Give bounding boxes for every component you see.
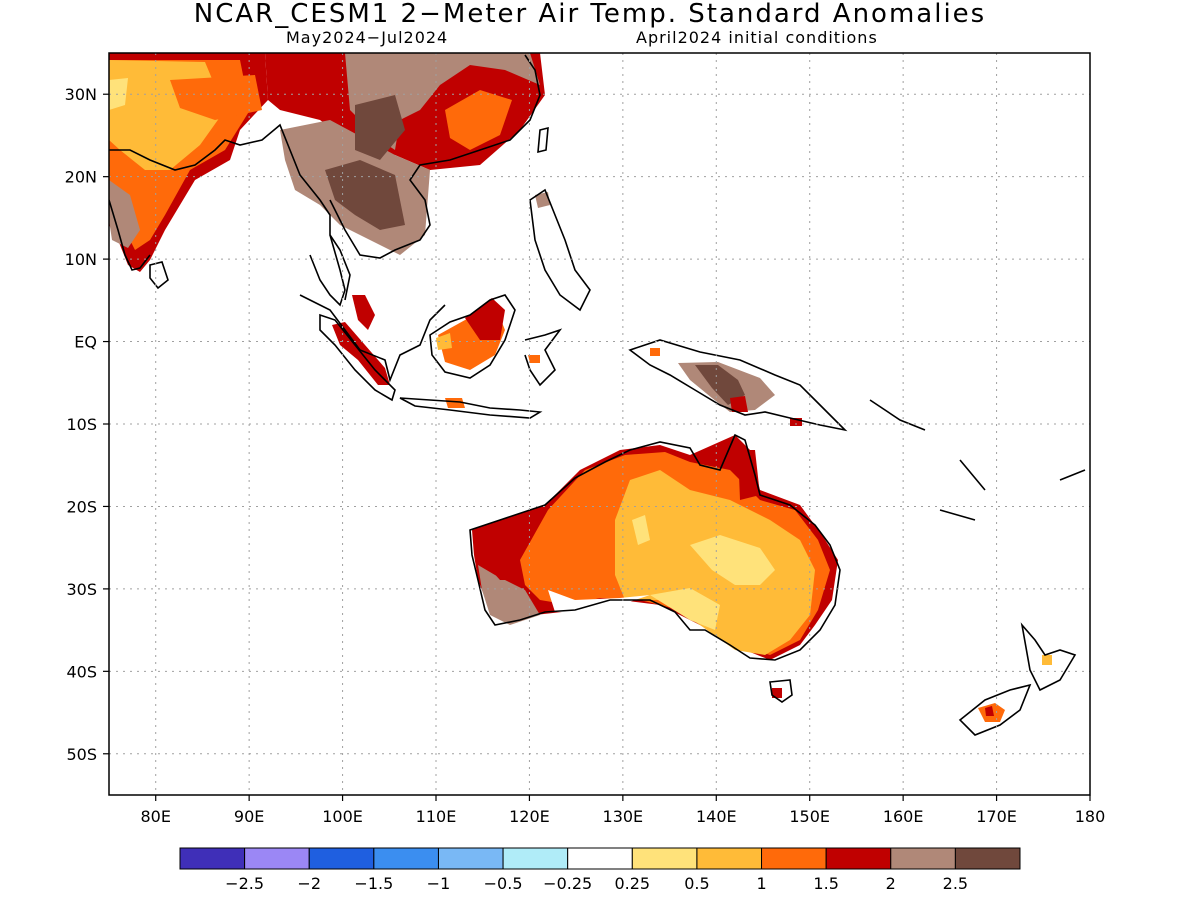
colorbar-swatch: [373, 847, 439, 870]
lon-tick-label: 110E: [416, 807, 457, 826]
lon-tick-label: 140E: [696, 807, 737, 826]
colorbar-label: −2: [297, 874, 321, 893]
map-grid: [109, 53, 1090, 795]
lon-tick-label: 90E: [234, 807, 264, 826]
lat-tick-label: EQ: [74, 333, 97, 352]
anomaly-java-orange: [445, 398, 465, 408]
colorbar-swatch: [179, 847, 246, 870]
anomaly-australia-sw-brown: [478, 565, 540, 625]
colorbar-swatch: [954, 847, 1021, 870]
anomaly-australia-nw-red: [475, 520, 535, 580]
lon-tick-label: 160E: [883, 807, 924, 826]
colorbar-swatch: [761, 847, 827, 870]
colorbar: −2.5 −2 −1.5 −1 −0.5 −0.25 0.25 0.5 1 1.5 2 2.5: [179, 847, 1021, 893]
coastlines: [109, 54, 1086, 736]
colorbar-label: −0.25: [543, 874, 592, 893]
colorbar-label: 2: [886, 874, 896, 893]
anomaly-malay-red: [352, 295, 375, 330]
forecast-period: May2024−Jul2024: [286, 28, 449, 47]
coastline-taiwan: [537, 126, 549, 154]
coastline-tasmania: [769, 679, 793, 703]
colorbar-swatch: [696, 847, 763, 870]
coastline-philippines: [529, 188, 591, 312]
anomaly-china-orange: [445, 90, 512, 150]
coastline-seasia: [299, 294, 446, 383]
coastline-indochina: [329, 54, 541, 259]
anomaly-seasia-dark: [325, 160, 405, 230]
anomaly-tasmania-red: [772, 688, 782, 698]
coastline-nz-north: [1020, 622, 1077, 692]
anomaly-philippines-brown: [535, 192, 550, 208]
coastline-srilanka: [149, 261, 169, 290]
colorbar-swatch: [437, 847, 504, 870]
anomaly-nz-north-orange: [1042, 655, 1052, 665]
coastline-borneo: [429, 294, 516, 379]
anomaly-nz-red: [985, 706, 994, 716]
colorbar-label: 2.5: [943, 874, 968, 893]
initial-conditions: April2024 initial conditions: [636, 28, 878, 47]
lon-tick-label: 150E: [789, 807, 830, 826]
coastline-java: [399, 397, 543, 419]
lat-tick-label: 20N: [65, 168, 97, 187]
colorbar-label: −1: [427, 874, 451, 893]
coastline-sumatra: [319, 313, 396, 402]
colorbar-label: 0.5: [684, 874, 709, 893]
coastline-sulawesi: [524, 328, 563, 387]
lat-tick-label: 30N: [65, 85, 97, 104]
anomaly-borneo-red: [465, 298, 505, 340]
coastline-islands-pacific: [869, 399, 1086, 521]
anomaly-australia-yellow-2: [632, 515, 650, 545]
colorbar-swatch: [631, 847, 698, 870]
coastline-gulf-thailand: [309, 234, 346, 307]
anomaly-capeyork-red: [738, 450, 760, 500]
map-title: NCAR_CESM1 2−Meter Air Temp. Standard An…: [193, 0, 987, 29]
anomaly-newguinea-orange: [650, 348, 660, 356]
anomaly-australia-yellow-south: [650, 588, 720, 630]
lon-tick-label: 170E: [976, 807, 1017, 826]
coastline-nz-south: [958, 683, 1032, 736]
lat-tick-label: 50S: [66, 745, 97, 764]
coastline-india: [109, 123, 351, 301]
coastline-india-west: [109, 199, 151, 271]
colorbar-label: 1.5: [813, 874, 838, 893]
anomaly-china-dark: [355, 95, 405, 160]
colorbar-swatch: [244, 847, 310, 870]
colorbar-label: 1: [756, 874, 766, 893]
anomaly-australia-white: [548, 590, 650, 612]
colorbar-swatch: [890, 847, 956, 870]
anomaly-sulawesi-orange: [528, 355, 540, 363]
coastline-australia: [469, 433, 841, 661]
colorbar-swatch: [825, 847, 892, 870]
colorbar-swatch: [567, 847, 633, 870]
lat-tick-label: 10S: [66, 415, 97, 434]
colorbar-label: −2.5: [225, 874, 264, 893]
lon-tick-label: 80E: [140, 807, 170, 826]
lat-tick-label: 10N: [65, 250, 97, 269]
colorbar-swatch: [308, 847, 375, 870]
colorbar-label: −0.5: [484, 874, 523, 893]
lon-tick-label: 130E: [603, 807, 644, 826]
anomaly-borneo-yellow: [436, 333, 452, 350]
latitude-axis: 30N 20N 10N EQ 10S 20S 30S 40S 50S: [65, 85, 109, 764]
anomaly-tibet-yellow: [109, 78, 128, 110]
anomaly-newguinea-red: [730, 396, 748, 412]
lat-tick-label: 40S: [66, 662, 97, 681]
colorbar-swatch: [502, 847, 569, 870]
lat-tick-label: 30S: [66, 580, 97, 599]
lon-tick-label: 180: [1075, 807, 1106, 826]
anomaly-india-brown: [109, 180, 140, 248]
anomaly-china-orange-2: [170, 75, 262, 120]
lat-tick-label: 20S: [66, 497, 97, 516]
colorbar-label: 0.25: [614, 874, 650, 893]
longitude-axis: 80E 90E 100E 110E 120E 130E 140E 150E 160E 170E 18…: [140, 795, 1105, 826]
anomaly-australia-yellow: [690, 535, 775, 585]
lon-tick-label: 100E: [322, 807, 363, 826]
coastline-newguinea: [628, 339, 848, 432]
colorbar-label: −1.5: [354, 874, 393, 893]
anomaly-newguinea-dark: [695, 365, 745, 405]
anomaly-field: [109, 53, 1052, 722]
lon-tick-label: 120E: [509, 807, 550, 826]
